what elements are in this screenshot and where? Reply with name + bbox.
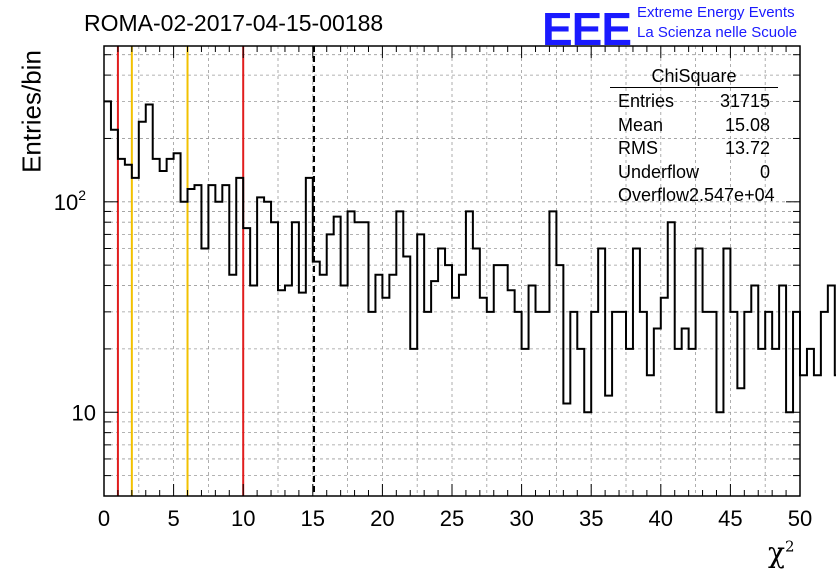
- x-tick-label: 20: [370, 506, 394, 531]
- logo-tagline-2: La Scienza nelle Scuole: [637, 24, 798, 41]
- histogram-line: [104, 100, 836, 414]
- x-axis-label: χ2: [768, 536, 795, 569]
- stats-box: ChiSquare Entries 31715 Mean 15.08 RMS 13.7…: [610, 66, 778, 208]
- eee-logo: EEE: [542, 3, 632, 55]
- stats-row-rms: RMS 13.72: [618, 138, 770, 158]
- histogram-series: [104, 100, 836, 414]
- x-tick-label: 40: [649, 506, 673, 531]
- x-tick-label: 50: [788, 506, 812, 531]
- stats-row-underflow: Underflow 0: [618, 161, 770, 182]
- x-tick-label: 0: [98, 506, 110, 531]
- x-tick-label: 10: [231, 506, 255, 531]
- x-tick-label: 5: [167, 506, 179, 531]
- x-tick-label: 45: [718, 506, 742, 531]
- x-tick-label: 15: [301, 506, 325, 531]
- stats-title: ChiSquare: [610, 66, 778, 88]
- stats-row-entries: Entries 31715: [618, 91, 770, 111]
- logo-tagline-1: Extreme Energy Events: [637, 4, 795, 21]
- y-axis-label: Entries/bin: [16, 50, 47, 173]
- x-tick-label: 25: [440, 506, 464, 531]
- grid: [104, 46, 800, 496]
- stats-row-overflow: Overflow 2.547e+04: [618, 185, 775, 205]
- reference-lines: [116, 46, 316, 496]
- y-tick-label: 102: [54, 187, 86, 215]
- stats-row-mean: Mean 15.08: [618, 114, 770, 135]
- x-tick-label: 30: [509, 506, 533, 531]
- x-tick-label: 35: [579, 506, 603, 531]
- chart-title: ROMA-02-2017-04-15-00188: [84, 10, 384, 36]
- y-tick-label: 10: [72, 400, 96, 425]
- tick-labels: 0 5 10 15 20 25 30 35 40 45 50 10 102: [54, 187, 813, 531]
- axis-ticks: [103, 46, 801, 496]
